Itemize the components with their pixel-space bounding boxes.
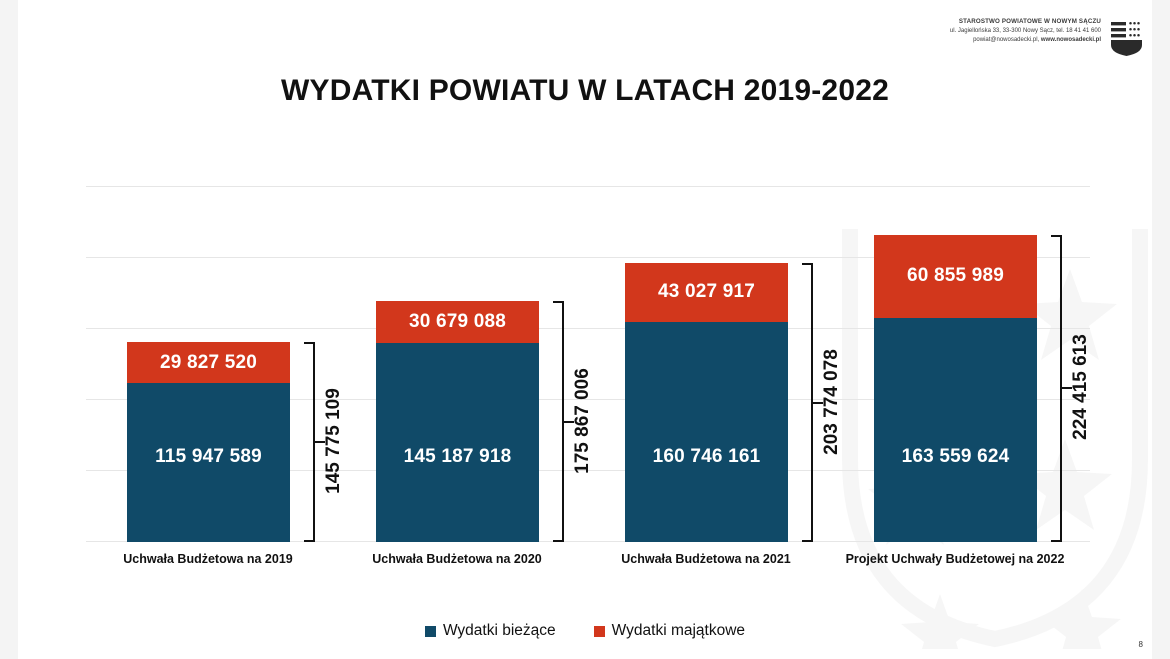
legend-swatch-icon bbox=[424, 625, 436, 637]
bar-total-label: 175 867 006 bbox=[572, 367, 593, 474]
bar-total-label: 224 415 613 bbox=[1070, 334, 1091, 441]
bar-value-biezace: 163 559 624 bbox=[901, 445, 1010, 467]
bar-segment-biezace[interactable]: 163 559 624 bbox=[874, 318, 1037, 542]
bar-value-majatkowe: 43 027 917 bbox=[657, 281, 756, 303]
legend-item[interactable]: Wydatki majątkowe bbox=[593, 622, 746, 640]
gridline bbox=[86, 470, 1090, 471]
legend-item[interactable]: Wydatki bieżące bbox=[424, 622, 556, 640]
chart-plot-area: 29 827 520 115 947 589 145 775 109 30 679 0… bbox=[86, 186, 1091, 542]
gridline bbox=[86, 257, 1090, 258]
bracket-tick bbox=[1051, 540, 1062, 542]
bar-value-majatkowe: 60 855 989 bbox=[906, 265, 1005, 287]
bar-total-label: 145 775 109 bbox=[323, 388, 344, 495]
gridline bbox=[86, 186, 1090, 187]
bracket-tick bbox=[812, 401, 823, 404]
category-label: Uchwała Budżetowa na 2021 bbox=[621, 552, 791, 566]
bracket-tick bbox=[314, 441, 325, 444]
bar-segment-majatkowe[interactable]: 43 027 917 bbox=[625, 263, 788, 322]
bracket-tick bbox=[1061, 387, 1072, 390]
bar-segment-majatkowe[interactable]: 29 827 520 bbox=[127, 342, 290, 384]
bar-segment-biezace[interactable]: 145 187 918 bbox=[376, 343, 539, 542]
total-bracket bbox=[548, 301, 574, 542]
bar-stack[interactable]: 30 679 088 145 187 918 bbox=[376, 301, 539, 542]
bar-group: 43 027 917 160 746 161 203 774 078 bbox=[625, 263, 842, 542]
category-label: Uchwała Budżetowa na 2019 bbox=[123, 552, 293, 566]
total-bracket bbox=[797, 263, 823, 542]
bar-segment-majatkowe[interactable]: 60 855 989 bbox=[874, 234, 1037, 319]
page-edge-right bbox=[1152, 0, 1170, 659]
gridline bbox=[86, 399, 1090, 400]
bar-value-biezace: 115 947 589 bbox=[155, 445, 262, 467]
bar-group: 30 679 088 145 187 918 175 867 006 bbox=[376, 301, 593, 542]
bracket-tick bbox=[304, 540, 315, 542]
bar-segment-biezace[interactable]: 160 746 161 bbox=[625, 321, 788, 542]
legend-label: Wydatki bieżące bbox=[442, 622, 556, 639]
page-edge-left bbox=[0, 0, 18, 659]
bar-segment-biezace[interactable]: 115 947 589 bbox=[127, 383, 290, 542]
bracket-tick bbox=[553, 540, 564, 542]
header-office-contact: powiat@nowosadecki.pl, www.nowosadecki.p… bbox=[950, 36, 1101, 45]
bar-segment-majatkowe[interactable]: 30 679 088 bbox=[376, 301, 539, 344]
header-office-name: STAROSTWO POWIATOWE W NOWYM SĄCZU bbox=[958, 18, 1101, 25]
category-label: Uchwała Budżetowa na 2020 bbox=[372, 552, 542, 566]
bracket-tick bbox=[1051, 234, 1062, 237]
header-office-info: STAROSTWO POWIATOWE W NOWYM SĄCZU ul. Ja… bbox=[950, 18, 1101, 44]
bracket-tick bbox=[553, 301, 564, 304]
bar-stack[interactable]: 60 855 989 163 559 624 bbox=[874, 234, 1037, 542]
bracket-tick bbox=[304, 342, 315, 345]
coat-of-arms-icon bbox=[1111, 21, 1142, 56]
bar-group: 29 827 520 115 947 589 145 775 109 bbox=[127, 342, 344, 542]
bar-stack[interactable]: 29 827 520 115 947 589 bbox=[127, 342, 290, 542]
page-title: WYDATKI POWIATU W LATACH 2019-2022 bbox=[281, 74, 889, 107]
legend-label: Wydatki majątkowe bbox=[611, 622, 746, 639]
expenditure-bar-chart: 29 827 520 115 947 589 145 775 109 30 679 0… bbox=[86, 186, 1091, 542]
bracket-tick bbox=[563, 420, 574, 423]
header-office-address: ul. Jagiellońska 33, 33-300 Nowy Sącz, t… bbox=[949, 27, 1101, 34]
bar-stack[interactable]: 43 027 917 160 746 161 bbox=[625, 263, 788, 542]
legend-swatch-icon bbox=[593, 625, 605, 637]
header-website: www.nowosadecki.pl bbox=[1040, 36, 1101, 43]
total-bracket bbox=[1046, 234, 1072, 542]
bar-value-biezace: 145 187 918 bbox=[403, 445, 512, 467]
page-number: 8 bbox=[1138, 640, 1143, 649]
bracket-tick bbox=[802, 540, 813, 542]
gridline bbox=[86, 328, 1090, 329]
header-email: powiat@nowosadecki.pl, bbox=[973, 36, 1040, 43]
bar-total-label: 203 774 078 bbox=[821, 348, 842, 455]
slide-header: STAROSTWO POWIATOWE W NOWYM SĄCZU ul. Ja… bbox=[950, 18, 1144, 56]
chart-legend: Wydatki bieżące Wydatki majątkowe bbox=[0, 622, 1170, 640]
total-bracket bbox=[299, 342, 325, 542]
bar-value-majatkowe: 30 679 088 bbox=[408, 311, 507, 333]
category-label: Projekt Uchwały Budżetowej na 2022 bbox=[845, 552, 1065, 566]
chart-category-axis: Uchwała Budżetowa na 2019 Uchwała Budżeto… bbox=[86, 552, 1090, 572]
bar-group: 60 855 989 163 559 624 224 415 613 bbox=[874, 234, 1091, 542]
bar-value-majatkowe: 29 827 520 bbox=[159, 351, 258, 373]
gridline bbox=[86, 541, 1090, 542]
bar-value-biezace: 160 746 161 bbox=[652, 446, 761, 467]
bracket-tick bbox=[802, 263, 813, 265]
